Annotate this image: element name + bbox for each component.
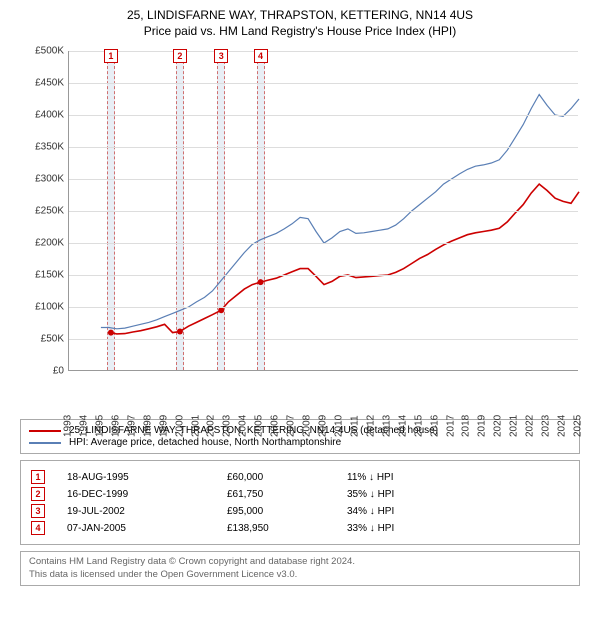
sales-row: 1 18-AUG-1995£60,00011% ↓ HPI xyxy=(31,470,569,484)
x-axis-label: 2022 xyxy=(525,407,536,437)
x-axis-label: 2008 xyxy=(302,407,313,437)
y-axis-label: £500K xyxy=(20,46,64,57)
sale-dot xyxy=(177,329,183,335)
sales-row-delta: 11% ↓ HPI xyxy=(347,472,467,483)
sale-marker-box: 3 xyxy=(214,49,228,63)
x-axis-label: 2012 xyxy=(365,407,376,437)
title-block: 25, LINDISFARNE WAY, THRAPSTON, KETTERIN… xyxy=(10,8,590,39)
x-axis-label: 1998 xyxy=(142,407,153,437)
y-axis-label: £300K xyxy=(20,174,64,185)
y-gridline xyxy=(69,275,578,276)
x-axis-label: 2002 xyxy=(206,407,217,437)
legend-row: HPI: Average price, detached house, Nort… xyxy=(29,437,571,448)
x-axis-label: 2023 xyxy=(541,407,552,437)
sales-row: 4 07-JAN-2005£138,95033% ↓ HPI xyxy=(31,521,569,535)
sales-row-marker: 4 xyxy=(31,521,45,535)
x-axis-label: 2013 xyxy=(381,407,392,437)
y-axis-label: £250K xyxy=(20,206,64,217)
y-gridline xyxy=(69,115,578,116)
y-axis-label: £400K xyxy=(20,110,64,121)
y-gridline xyxy=(69,243,578,244)
chart-area: 1 2 3 4 £0 £50K £100K £150K £200K £250K £300K £350… xyxy=(20,45,580,415)
sales-row-marker: 2 xyxy=(31,487,45,501)
legend-swatch-hpi xyxy=(29,442,61,444)
sale-dot xyxy=(218,307,224,313)
legend-swatch-property xyxy=(29,430,61,432)
footer-box: Contains HM Land Registry data © Crown c… xyxy=(20,551,580,586)
y-axis-label: £350K xyxy=(20,142,64,153)
x-axis-label: 2006 xyxy=(270,407,281,437)
sales-row-delta: 35% ↓ HPI xyxy=(347,489,467,500)
x-axis-label: 2016 xyxy=(429,407,440,437)
x-axis-label: 2018 xyxy=(461,407,472,437)
sale-marker-box: 4 xyxy=(254,49,268,63)
x-axis-label: 2021 xyxy=(509,407,520,437)
x-axis-label: 2001 xyxy=(190,407,201,437)
x-axis-label: 1994 xyxy=(78,407,89,437)
x-axis-label: 2019 xyxy=(477,407,488,437)
sales-row: 3 19-JUL-2002£95,00034% ↓ HPI xyxy=(31,504,569,518)
sale-dot xyxy=(108,330,114,336)
y-gridline xyxy=(69,147,578,148)
x-axis-label: 2017 xyxy=(445,407,456,437)
x-axis-label: 2020 xyxy=(493,407,504,437)
y-axis-label: £450K xyxy=(20,78,64,89)
sales-row-delta: 34% ↓ HPI xyxy=(347,506,467,517)
y-axis-label: £50K xyxy=(20,334,64,345)
sales-row-price: £138,950 xyxy=(227,523,347,534)
x-axis-label: 1999 xyxy=(158,407,169,437)
x-axis-label: 2000 xyxy=(174,407,185,437)
x-axis-label: 2014 xyxy=(397,407,408,437)
x-axis-label: 1995 xyxy=(94,407,105,437)
x-axis-label: 2015 xyxy=(413,407,424,437)
x-axis-label: 2011 xyxy=(349,407,360,437)
x-axis-label: 1996 xyxy=(110,407,121,437)
sales-row-price: £61,750 xyxy=(227,489,347,500)
title-line-1: 25, LINDISFARNE WAY, THRAPSTON, KETTERIN… xyxy=(10,8,590,24)
sales-row: 2 16-DEC-1999£61,75035% ↓ HPI xyxy=(31,487,569,501)
x-axis-label: 2025 xyxy=(573,407,584,437)
y-gridline xyxy=(69,51,578,52)
y-gridline xyxy=(69,179,578,180)
sales-row-marker: 1 xyxy=(31,470,45,484)
y-axis-label: £100K xyxy=(20,302,64,313)
sales-row-date: 16-DEC-1999 xyxy=(67,489,227,500)
footer-line-1: Contains HM Land Registry data © Crown c… xyxy=(29,556,571,568)
x-axis-label: 2005 xyxy=(254,407,265,437)
footer-line-2: This data is licensed under the Open Gov… xyxy=(29,569,571,581)
title-line-2: Price paid vs. HM Land Registry's House … xyxy=(10,24,590,40)
sales-row-delta: 33% ↓ HPI xyxy=(347,523,467,534)
x-axis-label: 2004 xyxy=(238,407,249,437)
sales-table: 1 18-AUG-1995£60,00011% ↓ HPI 2 16-DEC-1999… xyxy=(20,460,580,545)
x-axis-label: 2007 xyxy=(286,407,297,437)
x-axis-label: 1993 xyxy=(63,407,74,437)
x-axis-label: 2003 xyxy=(222,407,233,437)
sales-row-date: 19-JUL-2002 xyxy=(67,506,227,517)
x-axis-label: 1997 xyxy=(126,407,137,437)
sales-row-price: £60,000 xyxy=(227,472,347,483)
y-axis-label: £0 xyxy=(20,366,64,377)
sales-row-marker: 3 xyxy=(31,504,45,518)
sale-dot xyxy=(258,279,264,285)
sale-marker-box: 1 xyxy=(104,49,118,63)
y-gridline xyxy=(69,83,578,84)
y-axis-label: £200K xyxy=(20,238,64,249)
x-axis-label: 2024 xyxy=(557,407,568,437)
page-container: 25, LINDISFARNE WAY, THRAPSTON, KETTERIN… xyxy=(0,0,600,620)
x-axis-label: 2010 xyxy=(333,407,344,437)
sales-row-date: 18-AUG-1995 xyxy=(67,472,227,483)
sale-marker-box: 2 xyxy=(173,49,187,63)
x-axis-label: 2009 xyxy=(318,407,329,437)
legend-label: HPI: Average price, detached house, Nort… xyxy=(69,437,341,448)
property-line xyxy=(110,184,579,334)
y-gridline xyxy=(69,211,578,212)
y-axis-label: £150K xyxy=(20,270,64,281)
y-gridline xyxy=(69,339,578,340)
plot-region: 1 2 3 4 xyxy=(68,51,578,371)
y-gridline xyxy=(69,307,578,308)
sales-row-date: 07-JAN-2005 xyxy=(67,523,227,534)
sales-row-price: £95,000 xyxy=(227,506,347,517)
